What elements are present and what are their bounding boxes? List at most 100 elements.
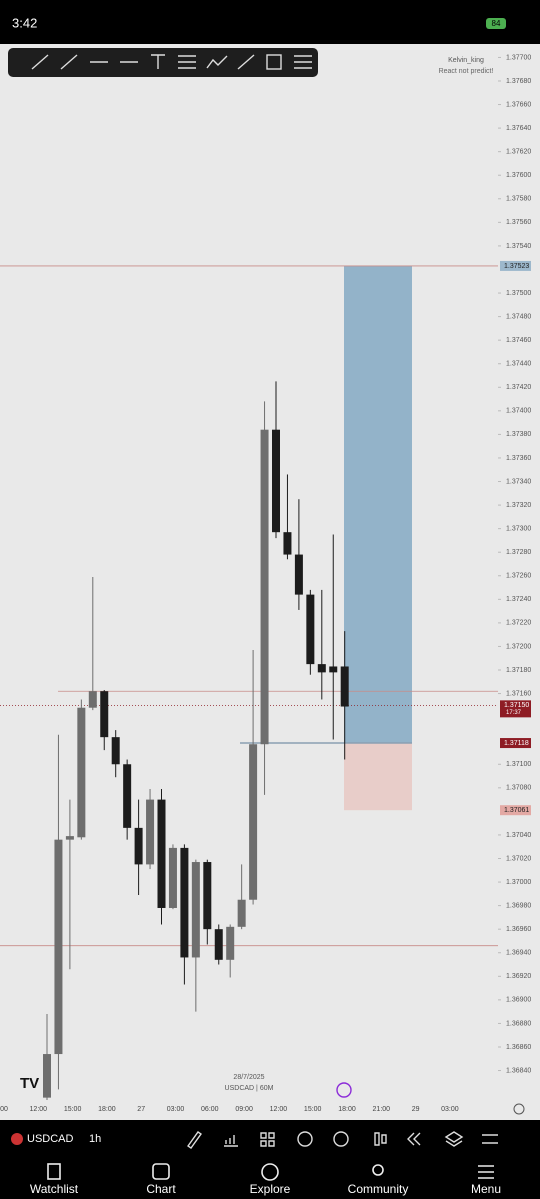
clock: 3:42 — [12, 15, 37, 30]
add-icon[interactable] — [297, 1131, 313, 1147]
y-tick-label: 1.37560 — [506, 219, 531, 226]
chart-date: 28/7/2025 — [233, 1074, 264, 1081]
last-price-tag — [500, 700, 531, 718]
y-tick-label: 1.37660 — [506, 101, 531, 108]
candle-body — [340, 666, 349, 707]
y-tick-label: 1.37260 — [506, 573, 531, 580]
y-tick-label: 1.37160 — [506, 690, 531, 697]
candle-body — [294, 554, 303, 595]
layout-icon[interactable] — [260, 1132, 275, 1147]
y-tick-label: 1.37000 — [506, 879, 531, 886]
price-tag — [500, 260, 531, 271]
y-tick-label: 1.37680 — [506, 78, 531, 85]
x-tick-label: 06:00 — [201, 1106, 219, 1113]
candle-body — [283, 532, 292, 555]
y-tick-label: 1.37040 — [506, 832, 531, 839]
candle-icon[interactable] — [374, 1132, 387, 1146]
watchlist-icon[interactable] — [47, 1163, 61, 1180]
y-tick-label: 1.36920 — [506, 973, 531, 980]
price-tag-label: 1.37118 — [504, 740, 529, 747]
chart-icon[interactable] — [152, 1163, 170, 1180]
x-tick-label: 00 — [0, 1106, 8, 1113]
last-price-label: 1.37150 — [504, 702, 529, 709]
candle-body — [180, 847, 189, 958]
candle-body — [168, 847, 177, 908]
nav-labels: Watchlist Chart Explore Community Menu — [30, 1182, 501, 1196]
candle-body — [157, 799, 166, 908]
y-tick-label: 1.37360 — [506, 455, 531, 462]
candle-body — [65, 836, 74, 840]
y-tick-label: 1.36860 — [506, 1044, 531, 1051]
y-tick-label: 1.37620 — [506, 149, 531, 156]
trend-line-tool[interactable] — [31, 54, 49, 70]
price-tag — [500, 738, 531, 749]
y-tick-label: 1.37540 — [506, 243, 531, 250]
price-tag-label: 1.37061 — [504, 807, 529, 814]
y-tick-label: 1.37340 — [506, 478, 531, 485]
candle-body — [88, 691, 97, 708]
plot: 1.37700 1.37680 1.37660 1.37640 1.37620 1.376… — [0, 54, 531, 1113]
layers-icon[interactable] — [444, 1131, 464, 1147]
chart-area — [0, 44, 540, 1120]
y-tick-label: 1.37480 — [506, 313, 531, 320]
menu-icon[interactable] — [478, 1165, 494, 1179]
x-tick-label: 21:00 — [373, 1106, 391, 1113]
y-tick-label: 1.37420 — [506, 384, 531, 391]
price-tag — [500, 805, 531, 816]
community-icon[interactable] — [372, 1164, 384, 1176]
y-tick-label: 1.36880 — [506, 1020, 531, 1027]
countdown: 17:37 — [506, 710, 522, 716]
alert-icon[interactable] — [336, 1082, 352, 1098]
y-tick-label: 1.37580 — [506, 196, 531, 203]
nav-label[interactable]: Menu — [471, 1182, 501, 1196]
candle-body — [317, 664, 326, 673]
y-tick-label: 1.37460 — [506, 337, 531, 344]
candle-body — [237, 899, 246, 927]
y-tick-label: 1.37500 — [506, 290, 531, 297]
drawing-toolbar — [8, 48, 318, 77]
text-tool[interactable] — [151, 54, 165, 69]
candle-body — [134, 827, 143, 865]
indicator-icon[interactable] — [224, 1135, 238, 1147]
nav-label[interactable]: Explore — [250, 1182, 291, 1196]
candle-body — [260, 429, 269, 745]
alarm-icon[interactable] — [333, 1131, 349, 1147]
draw-icon[interactable] — [187, 1131, 202, 1149]
chart-tools — [187, 1131, 498, 1149]
explore-icon[interactable] — [261, 1163, 279, 1181]
axis-settings[interactable] — [513, 1103, 525, 1115]
candle-body — [54, 839, 63, 1055]
y-tick-label: 1.36840 — [506, 1067, 531, 1074]
x-tick-label: 18:00 — [98, 1106, 116, 1113]
watermark-motto: React not predict! — [439, 68, 494, 75]
y-tick-label: 1.36900 — [506, 997, 531, 1004]
nav-label[interactable]: Watchlist — [30, 1182, 79, 1196]
settings-tool[interactable] — [294, 55, 312, 69]
flag — [11, 1133, 23, 1145]
candle-body — [146, 799, 155, 865]
price-tag-label: 1.37523 — [504, 263, 529, 270]
settings-icon[interactable] — [482, 1134, 498, 1144]
nav-label[interactable]: Community — [348, 1182, 409, 1196]
candle-body — [249, 744, 258, 900]
path-tool[interactable] — [206, 55, 228, 69]
x-tick-label: 09:00 — [235, 1106, 253, 1113]
stop-zone — [344, 743, 412, 811]
y-tick-label: 1.36940 — [506, 950, 531, 957]
y-tick-label: 1.37280 — [506, 549, 531, 556]
replay-icon[interactable] — [407, 1132, 421, 1146]
y-tick-label: 1.37100 — [506, 761, 531, 768]
interval[interactable]: 1h — [89, 1133, 101, 1145]
x-tick-label: 03:00 — [441, 1106, 459, 1113]
rect-tool[interactable] — [266, 54, 282, 70]
line-tool[interactable] — [237, 54, 255, 70]
nav-label[interactable]: Chart — [146, 1182, 176, 1196]
y-tick-label: 1.37320 — [506, 502, 531, 509]
y-tick-label: 1.37700 — [506, 54, 531, 61]
symbol[interactable]: USDCAD — [27, 1133, 74, 1145]
candle-body — [100, 691, 109, 738]
ray-tool[interactable] — [60, 54, 78, 70]
fib-tool[interactable] — [178, 55, 196, 69]
battery-level: 84 — [492, 19, 501, 28]
y-tick-label: 1.37300 — [506, 525, 531, 532]
